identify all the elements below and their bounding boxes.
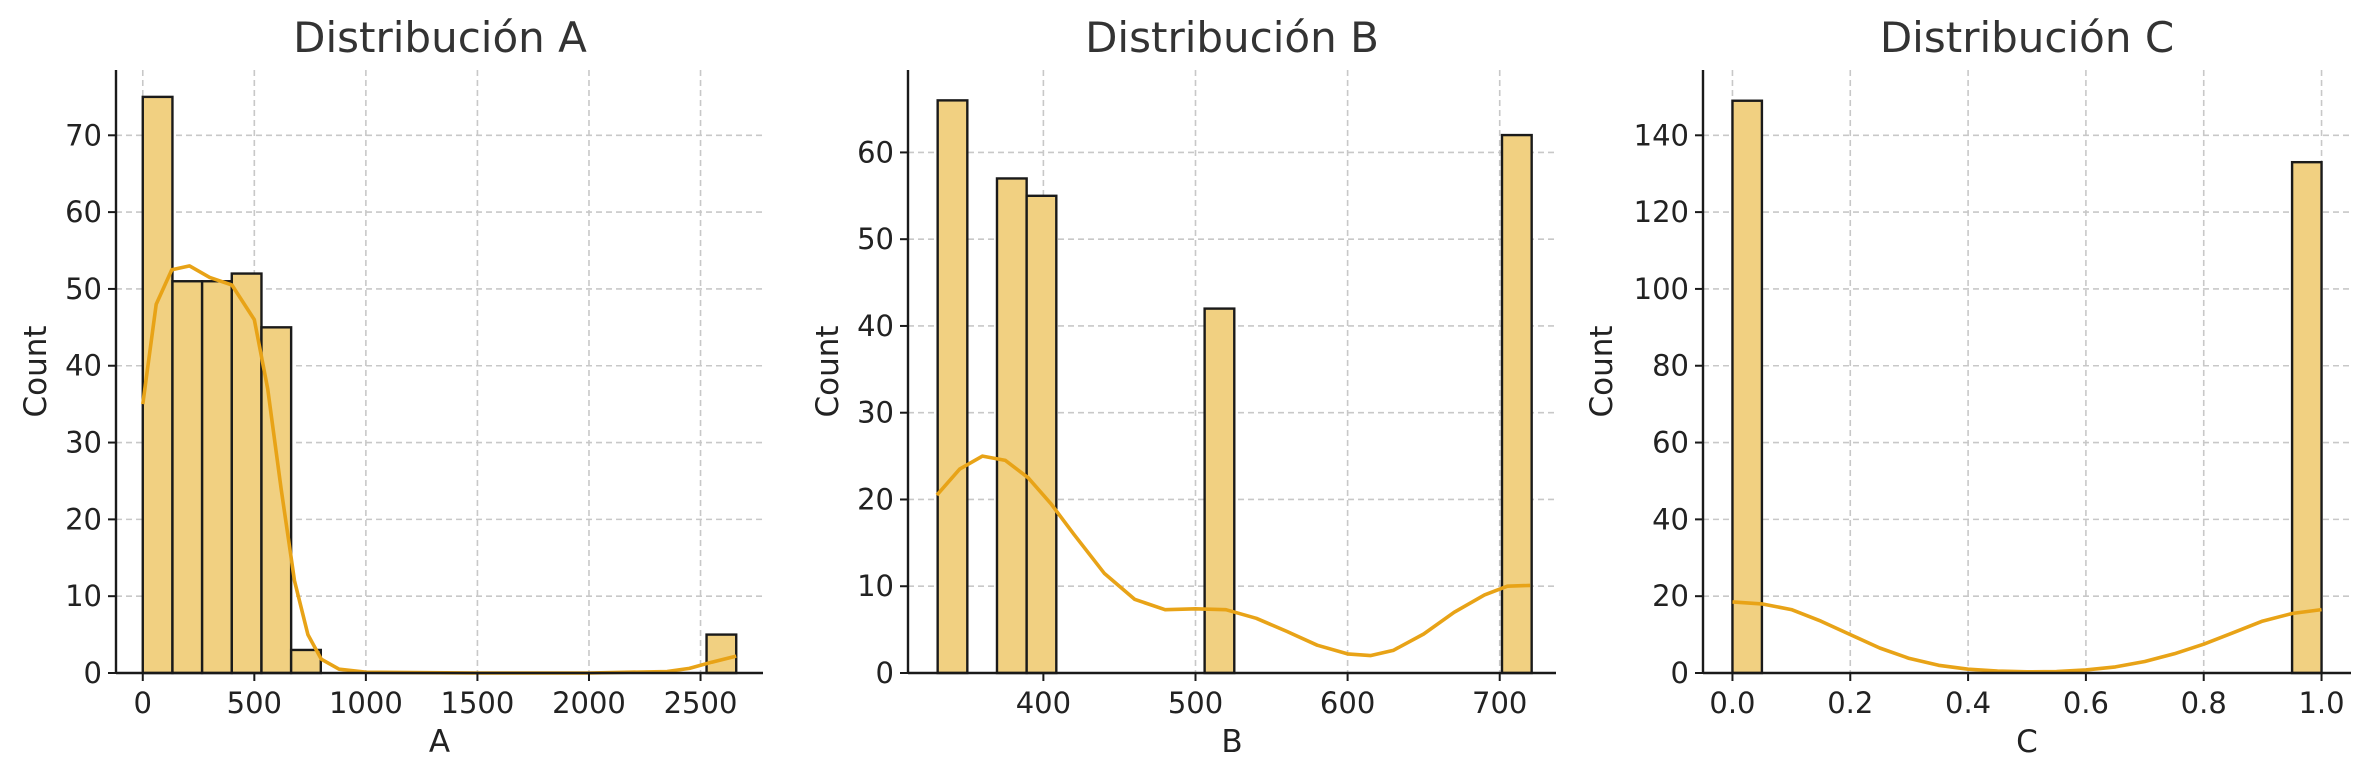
histogram-bar xyxy=(171,280,204,675)
x-tick-label: 0.0 xyxy=(1709,686,1755,720)
x-tick-label: 1.0 xyxy=(2298,686,2344,720)
histogram-bar xyxy=(1731,99,1764,675)
chart-title: Distribución C xyxy=(1880,13,2174,62)
x-tick-label: 0.2 xyxy=(1827,686,1873,720)
y-tick-label: 0 xyxy=(84,656,102,690)
histogram-bars xyxy=(936,99,1533,675)
x-tick-label: 1500 xyxy=(441,686,515,720)
kde-curve xyxy=(141,264,737,675)
chart-title: Distribución B xyxy=(1085,13,1379,62)
y-tick-label: 60 xyxy=(65,195,102,229)
histogram-bar xyxy=(1203,307,1236,675)
x-tick-label: 2500 xyxy=(664,686,738,720)
histogram-bar xyxy=(995,177,1028,675)
x-tick-label: 500 xyxy=(1168,686,1223,720)
x-tick-label: 0 xyxy=(134,686,152,720)
y-tick-label: 40 xyxy=(1652,502,1689,536)
y-tick-label: 50 xyxy=(65,272,102,306)
x-axis-label: C xyxy=(2016,724,2038,760)
x-axis-label: A xyxy=(429,724,450,760)
y-tick-label: 50 xyxy=(857,222,894,256)
y-tick-label: 20 xyxy=(65,502,102,536)
histogram-bars xyxy=(141,95,738,675)
x-tick-label: 500 xyxy=(227,686,282,720)
x-tick-label: 0.6 xyxy=(2063,686,2109,720)
chart-title: Distribución A xyxy=(293,13,587,62)
histogram-bar xyxy=(1025,194,1058,675)
y-tick-label: 60 xyxy=(857,135,894,169)
y-axis-label: Count xyxy=(810,325,846,417)
chart-panel-2: 400 500 600 700 0 10 20 30 40 50 60 Distribución B B… xyxy=(810,13,1556,760)
y-tick-label: 20 xyxy=(1652,579,1689,613)
histogram-bars xyxy=(1731,99,2323,675)
chart-panel-1: 0 500 1000 1500 2000 2500 0 10 20 30 40 50 60 70 Distr… xyxy=(18,13,763,760)
x-tick-label: 0.8 xyxy=(2181,686,2227,720)
y-tick-label: 0 xyxy=(876,656,894,690)
histogram-bar xyxy=(200,280,233,675)
y-axis-label: Count xyxy=(1584,325,1620,417)
y-tick-label: 70 xyxy=(65,118,102,152)
grid xyxy=(1703,70,2351,674)
y-tick-label: 80 xyxy=(1652,349,1689,383)
y-tick-label: 10 xyxy=(65,579,102,613)
histogram-bar xyxy=(705,633,738,675)
x-tick-label: 600 xyxy=(1320,686,1375,720)
y-tick-label: 60 xyxy=(1652,426,1689,460)
histogram-bar xyxy=(141,95,174,675)
chart-panel-3: 0.0 0.2 0.4 0.6 0.8 1.0 0 20 40 60 80 100 120 140 Dist… xyxy=(1584,13,2351,760)
histogram-bar xyxy=(1500,133,1533,675)
y-axis-label: Count xyxy=(18,325,54,417)
y-tick-label: 0 xyxy=(1671,656,1689,690)
y-tick-label: 30 xyxy=(857,396,894,430)
x-tick-label: 1000 xyxy=(329,686,403,720)
y-tick-label: 40 xyxy=(65,349,102,383)
x-tick-label: 400 xyxy=(1016,686,1071,720)
histogram-bar xyxy=(936,99,969,675)
y-tick-label: 120 xyxy=(1634,195,1689,229)
x-axis-label: B xyxy=(1221,724,1242,760)
histogram-bar xyxy=(2290,160,2323,675)
kde-curve xyxy=(1732,600,2322,674)
x-tick-label: 700 xyxy=(1472,686,1527,720)
x-tick-label: 0.4 xyxy=(1945,686,1991,720)
x-tick-label: 2000 xyxy=(552,686,626,720)
y-tick-label: 20 xyxy=(857,482,894,516)
y-tick-label: 10 xyxy=(857,569,894,603)
y-tick-label: 100 xyxy=(1634,272,1689,306)
y-tick-label: 140 xyxy=(1634,118,1689,152)
y-tick-label: 30 xyxy=(65,426,102,460)
kde-curve xyxy=(935,454,1531,658)
y-tick-label: 40 xyxy=(857,309,894,343)
